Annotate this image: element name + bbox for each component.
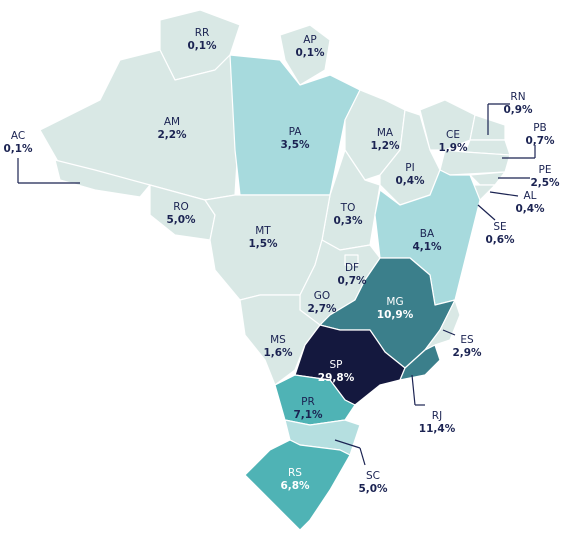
state-value: 4,1% (412, 241, 442, 253)
state-value: 0,3% (333, 215, 363, 227)
state-value: 0,1% (3, 143, 33, 155)
state-value: 29,8% (318, 372, 355, 384)
state-code: PB (533, 122, 547, 134)
state-code: SC (366, 470, 380, 482)
callout (489, 191, 519, 197)
state-code: AM (164, 116, 180, 128)
callouts (17, 103, 536, 466)
state-code: AL (523, 190, 536, 202)
state-value: 0,1% (187, 40, 217, 52)
state-code: AC (11, 130, 25, 142)
state-value: 10,9% (377, 309, 414, 321)
state-shape (244, 439, 351, 531)
state-code: PA (289, 126, 303, 138)
state-value: 0,9% (503, 104, 533, 116)
state-value: 11,4% (419, 423, 456, 435)
state-code: SE (493, 221, 506, 233)
labels: RR0,1% AP0,1%AM2,2% PA3,5%AC0,1%MA1,2%CE1,… (3, 27, 560, 495)
callout (334, 439, 361, 449)
state-value: 1,6% (263, 347, 293, 359)
state-code: MT (255, 225, 271, 237)
state-shape (54, 159, 151, 198)
state-code: RS (288, 467, 302, 479)
state-value: 2,5% (530, 177, 560, 189)
state-code: MA (377, 127, 394, 139)
state-value: 0,4% (395, 175, 425, 187)
state-code: BA (420, 228, 435, 240)
state-value: 0,7% (337, 275, 367, 287)
state-value: 0,6% (485, 234, 515, 246)
state-code: RN (510, 91, 525, 103)
state-value: 0,1% (295, 47, 325, 59)
state-code: MG (386, 296, 403, 308)
callout (411, 374, 416, 406)
state-code: PE (539, 164, 552, 176)
state-value: 1,9% (438, 142, 468, 154)
state-value: 2,7% (307, 303, 337, 315)
state-value: 5,0% (166, 214, 196, 226)
state-code: RO (173, 201, 189, 213)
state-code: SP (330, 359, 343, 371)
state-value: 0,4% (515, 203, 545, 215)
state-code: RR (195, 27, 210, 39)
state-code: TO (340, 202, 356, 214)
state-value: 2,2% (157, 129, 187, 141)
state-code: DF (345, 262, 359, 274)
state-code: CE (446, 129, 460, 141)
state-value: 6,8% (280, 480, 310, 492)
states (39, 9, 511, 531)
state-shape (279, 24, 331, 86)
callout (359, 447, 366, 466)
state-value: 7,1% (293, 409, 323, 421)
callout (477, 204, 496, 221)
state-value: 1,5% (248, 238, 278, 250)
state-code: PI (405, 162, 414, 174)
state-value: 2,9% (452, 347, 482, 359)
callout (442, 329, 456, 336)
state-code: MS (270, 334, 286, 346)
state-code: GO (314, 290, 330, 302)
state-code: PR (301, 396, 315, 408)
state-value: 0,7% (525, 135, 555, 147)
state-shape (399, 344, 441, 381)
state-code: ES (460, 334, 474, 346)
state-code: RJ (432, 410, 442, 422)
state-value: 3,5% (280, 139, 310, 151)
state-code: AP (303, 34, 317, 46)
state-shape (344, 254, 359, 266)
state-value: 5,0% (358, 483, 388, 495)
state-value: 1,2% (370, 140, 400, 152)
